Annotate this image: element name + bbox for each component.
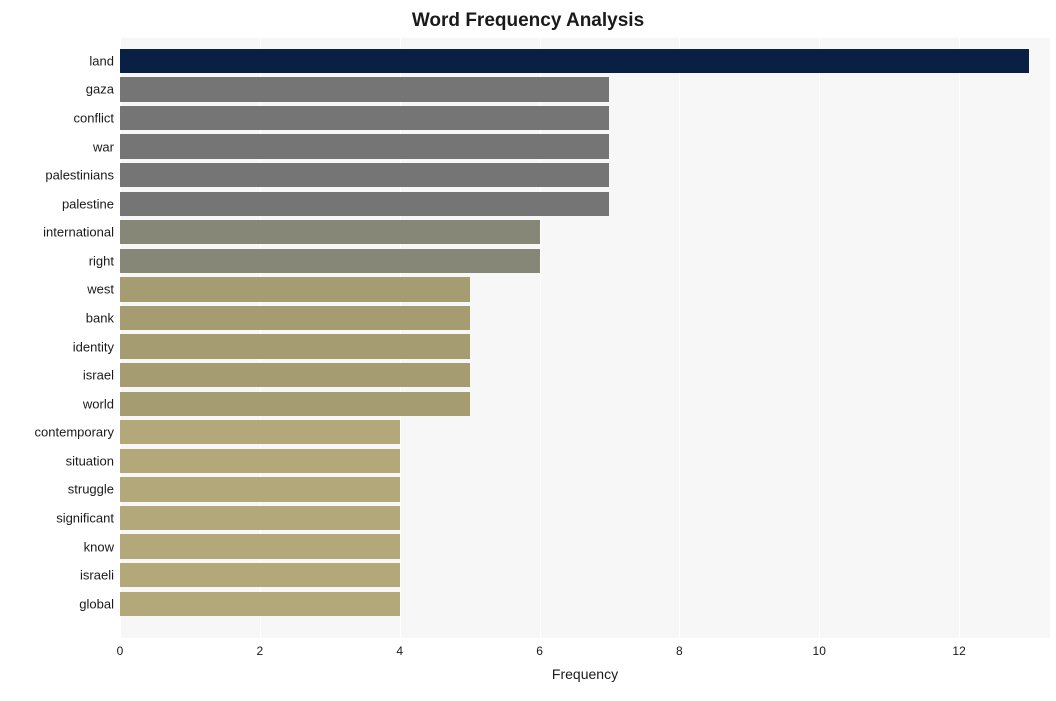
y-tick-label: palestine [62,196,114,211]
bar [120,192,609,216]
x-tick-label: 4 [396,644,403,658]
bar [120,477,400,501]
y-tick-label: right [89,253,114,268]
y-tick-label: global [79,596,114,611]
grid-line [679,38,680,638]
y-tick-label: palestinians [45,168,114,183]
bar [120,334,470,358]
x-tick-label: 2 [257,644,264,658]
x-tick-label: 6 [536,644,543,658]
x-tick-label: 10 [813,644,826,658]
y-tick-label: west [87,282,114,297]
bar [120,563,400,587]
y-tick-label: know [84,539,114,554]
y-tick-label: struggle [68,482,114,497]
bar [120,420,400,444]
grid-line [819,38,820,638]
y-tick-label: israeli [80,568,114,583]
bar [120,534,400,558]
bar [120,306,470,330]
bar [120,363,470,387]
bar [120,506,400,530]
x-tick-label: 0 [117,644,124,658]
bar [120,392,470,416]
y-tick-label: significant [56,511,114,526]
y-tick-label: land [89,53,114,68]
y-tick-label: situation [66,453,114,468]
bar [120,592,400,616]
bar [120,163,609,187]
plot-area [120,38,1050,638]
x-tick-label: 8 [676,644,683,658]
bar [120,277,470,301]
chart-container: Word Frequency Analysis Frequency 0 2 4 6 8 1… [0,0,1056,701]
y-tick-label: contemporary [35,425,114,440]
grid-line [959,38,960,638]
bar [120,77,609,101]
bar [120,49,1029,73]
y-tick-label: conflict [74,111,114,126]
y-tick-label: international [43,225,114,240]
bar [120,449,400,473]
bar [120,220,540,244]
y-tick-label: israel [83,368,114,383]
y-tick-label: war [93,139,114,154]
chart-title: Word Frequency Analysis [0,10,1056,32]
y-tick-label: identity [73,339,114,354]
x-tick-label: 12 [952,644,965,658]
x-axis-label: Frequency [552,666,618,682]
bar [120,134,609,158]
y-tick-label: world [83,396,114,411]
y-tick-label: bank [86,311,114,326]
bar [120,106,609,130]
y-tick-label: gaza [86,82,114,97]
bar [120,249,540,273]
